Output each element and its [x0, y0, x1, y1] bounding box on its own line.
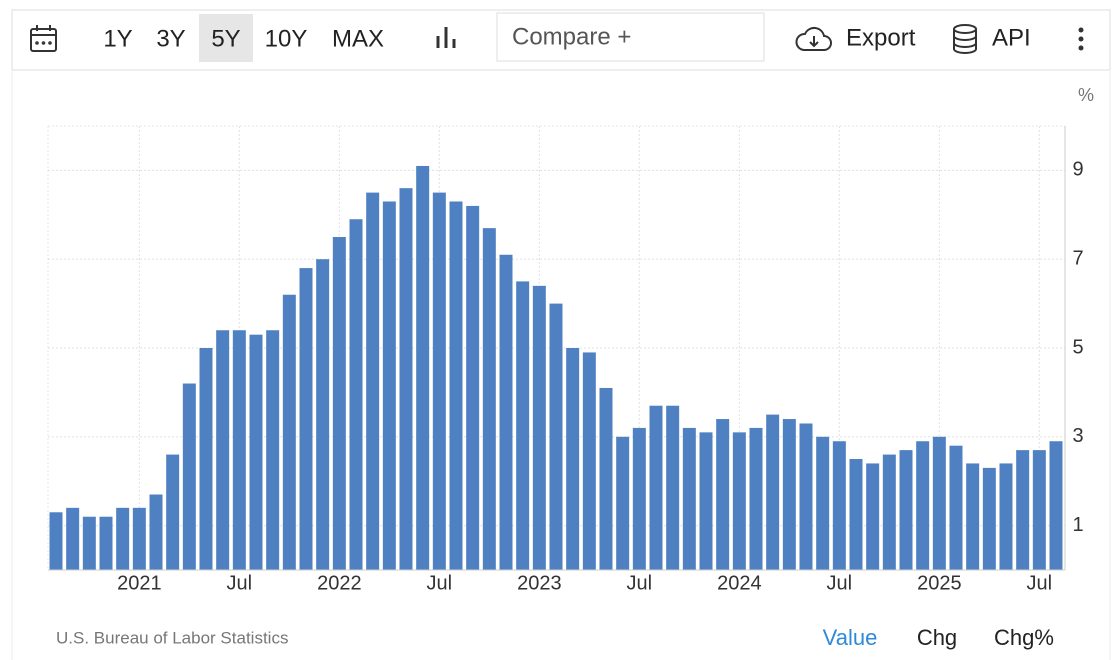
y-tick-label: 5: [1072, 336, 1083, 358]
bar: [949, 445, 963, 570]
bar: [732, 432, 746, 570]
export-icon[interactable]: [795, 26, 832, 51]
bar: [199, 348, 213, 570]
bar: [566, 348, 580, 570]
bar: [649, 405, 663, 570]
bar: [799, 423, 813, 570]
bar: [1032, 450, 1046, 570]
x-tick-label: 2025: [917, 572, 962, 594]
bar: [266, 330, 280, 570]
bar: [166, 454, 180, 570]
bar: [116, 507, 130, 570]
bar: [782, 419, 796, 570]
bar: [749, 427, 763, 570]
bar: [999, 463, 1013, 570]
selected-range-bg: [199, 14, 253, 62]
bar: [382, 201, 396, 571]
bar: [899, 450, 913, 570]
bar: [249, 334, 263, 570]
bar: [499, 254, 513, 570]
view-button[interactable]: Chg%: [994, 625, 1054, 650]
bar: [416, 165, 430, 570]
bar: [682, 427, 696, 570]
y-tick-label: 1: [1072, 514, 1083, 536]
bar: [766, 414, 780, 570]
bar: [549, 303, 563, 570]
x-tick-label: 2022: [317, 572, 362, 594]
bar: [399, 188, 413, 570]
bar: [982, 467, 996, 570]
export-button[interactable]: Export: [846, 24, 916, 51]
bar: [1049, 441, 1063, 570]
more-menu[interactable]: [1078, 27, 1084, 51]
x-tick-label: Jul: [827, 572, 853, 594]
chart-type-icon[interactable]: [436, 27, 456, 48]
bar: [432, 192, 446, 570]
compare-box[interactable]: [496, 12, 765, 62]
range-button[interactable]: 1Y: [103, 25, 132, 52]
range-button[interactable]: 10Y: [265, 25, 308, 52]
x-tick-label: 2021: [117, 572, 162, 594]
y-axis-unit: %: [1078, 85, 1094, 105]
x-tick-label: 2024: [717, 572, 762, 594]
bar: [516, 281, 530, 570]
bar: [816, 436, 830, 570]
range-button[interactable]: 5Y: [211, 25, 240, 52]
bar: [282, 294, 296, 570]
bar: [49, 512, 63, 570]
bar: [532, 285, 546, 570]
bar: [1016, 450, 1030, 570]
bar: [132, 507, 146, 570]
y-tick-label: 9: [1072, 159, 1083, 181]
bar: [699, 432, 713, 570]
y-tick-label: 7: [1072, 247, 1083, 269]
bar: [882, 454, 896, 570]
range-button[interactable]: MAX: [332, 25, 384, 52]
x-tick-label: Jul: [627, 572, 653, 594]
view-button[interactable]: Chg: [917, 625, 957, 650]
bar: [366, 192, 380, 570]
x-tick-label: Jul: [427, 572, 453, 594]
view-button-selected[interactable]: Value: [823, 625, 878, 650]
bar: [966, 463, 980, 570]
bar: [616, 436, 630, 570]
bar: [849, 459, 863, 570]
bar: [932, 436, 946, 570]
bar: [599, 387, 613, 570]
bar: [482, 228, 496, 570]
bar: [332, 237, 346, 570]
bar: [832, 441, 846, 570]
compare-input[interactable]: Compare +: [512, 23, 631, 50]
bar: [232, 330, 246, 570]
bar: [666, 405, 680, 570]
bar: [916, 441, 930, 570]
calendar-icon[interactable]: [30, 25, 57, 52]
api-button[interactable]: API: [992, 24, 1031, 51]
source: U.S. Bureau of Labor Statistics: [56, 628, 288, 647]
bar: [216, 330, 230, 570]
bar: [466, 205, 480, 571]
x-tick-label: Jul: [1027, 572, 1053, 594]
bar: [632, 427, 646, 570]
range-button[interactable]: 3Y: [156, 25, 185, 52]
bar: [182, 383, 196, 570]
bar: [82, 516, 96, 570]
bar: [449, 201, 463, 571]
api-icon[interactable]: [953, 24, 977, 54]
bar: [582, 352, 596, 570]
bar: [149, 494, 163, 570]
bar: [66, 507, 80, 570]
x-tick-label: Jul: [227, 572, 253, 594]
bar: [316, 259, 330, 570]
y-tick-label: 3: [1072, 425, 1083, 447]
bar: [349, 219, 363, 571]
bar: [716, 419, 730, 570]
bar: [866, 463, 880, 570]
bar: [99, 516, 113, 570]
bar: [299, 268, 313, 570]
x-tick-label: 2023: [517, 572, 562, 594]
